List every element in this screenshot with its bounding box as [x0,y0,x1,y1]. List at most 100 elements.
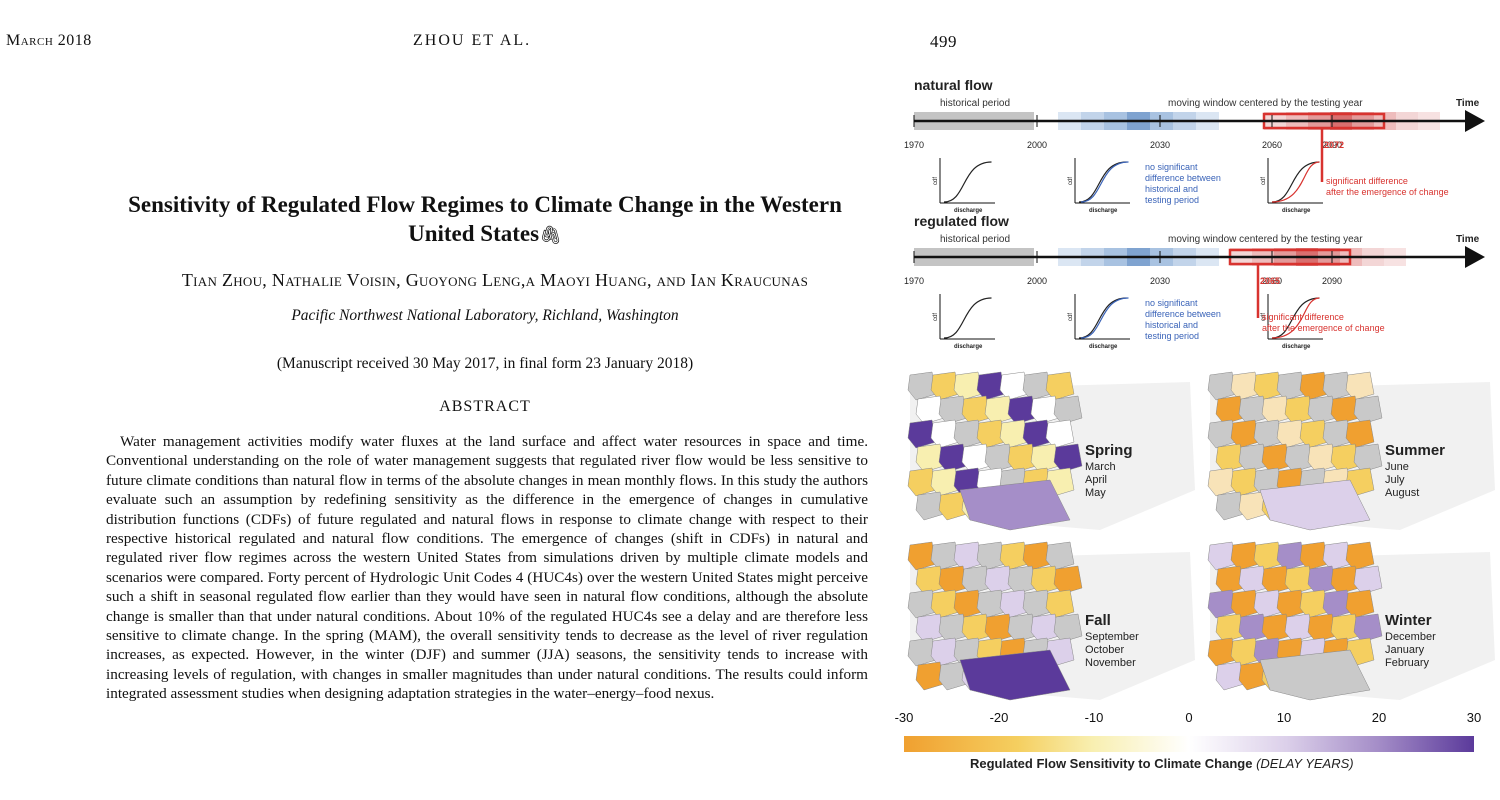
huc4-basin [1207,637,1237,667]
huc4-basin [930,419,960,449]
huc4-basin [1230,419,1260,449]
affiliation: Pacific Northwest National Laboratory, R… [291,307,679,324]
huc4-basin [999,419,1029,449]
huc4-basin [1238,565,1268,595]
colorbar-tick-label: 0 [1185,710,1193,725]
huc4-basin [915,395,945,425]
huc4-basin [938,613,968,643]
huc4-basin [930,467,960,497]
huc4-basin [1053,395,1083,425]
huc4-basin [1261,613,1291,643]
cdf-axis-label: cdf [1068,313,1074,321]
basin-map [907,371,1195,531]
huc4-basin [1253,419,1283,449]
open-access-icon: 🖇 [539,225,562,245]
abstract-text: Water management activities modify water… [106,433,868,703]
significance-note: significant difference [1326,176,1408,186]
huc4-basin [1207,589,1237,619]
cdf-curve-testing [1271,161,1320,203]
month-label: September [1085,631,1139,643]
cdf-curve-testing [1080,161,1129,203]
huc4-basin [1215,613,1245,643]
huc4-basin [1238,491,1268,521]
huc4-basin [959,479,1071,531]
significance-note: after the emergence of change [1326,187,1449,197]
no-significance-note: historical and [1145,184,1198,194]
huc4-basin [976,371,1006,401]
season-map-winter: Winter December January February [1200,540,1500,705]
huc4-basin [1022,371,1052,401]
historical-label: historical period [940,98,1010,109]
colorbar-tick-label: -10 [1084,710,1104,725]
huc4-basin [1053,443,1083,473]
huc4-basin [1238,661,1268,691]
no-significance-note: no significant [1145,162,1198,172]
huc4-basin [1322,589,1352,619]
huc4-basin [1299,541,1329,571]
cdf-axis-label: cdf [1068,177,1074,185]
huc4-basin [1353,565,1383,595]
huc4-basin [1045,541,1075,571]
month-label: October [1085,644,1125,656]
huc4-basin [1307,395,1337,425]
cdf-curve [943,161,992,203]
huc4-basin [1345,541,1375,571]
huc4-basin [907,419,937,449]
huc4-basin [1207,419,1237,449]
huc4-basin [1207,467,1237,497]
year-label: 2090 [1322,276,1342,286]
cdf-curve [943,297,992,339]
huc4-basin [1299,589,1329,619]
year-label: 2000 [1027,276,1047,286]
discharge-label: discharge [1282,344,1311,350]
huc4-basin [1030,443,1060,473]
page-number: 499 [930,32,957,51]
cdf-curve [1078,161,1127,203]
huc4-basin [1276,589,1306,619]
huc4-basin [1299,419,1329,449]
timeline-natural-flow: natural flow historical period moving wind… [904,77,1485,214]
huc4-basin [999,371,1029,401]
huc4-basin [938,565,968,595]
huc4-basin [1238,395,1268,425]
huc4-basin [1353,443,1383,473]
no-significance-note: historical and [1145,320,1198,330]
huc4-basin [984,613,1014,643]
time-label: Time [1456,98,1480,109]
huc4-basin [1045,419,1075,449]
huc4-basin [1284,443,1314,473]
huc4-basin [930,371,960,401]
colorbar-tick-label: 30 [1466,710,1482,725]
huc4-basin [1276,419,1306,449]
huc4-basin [953,419,983,449]
huc4-basin [1299,371,1329,401]
huc4-basin [953,371,983,401]
season-label: Spring [1085,442,1133,459]
huc4-basin [984,443,1014,473]
timeline-schematic: natural flow historical period moving wind… [904,77,1485,350]
timeline-title: regulated flow [914,213,1009,229]
time-arrow [1465,110,1485,132]
huc4-basin [938,395,968,425]
huc4-basin [1284,565,1314,595]
huc4-basin [907,541,937,571]
year-label: 2060 [1262,276,1282,286]
huc4-basin [1215,395,1245,425]
season-months: September October November [1085,631,1139,670]
cdf-curve-testing [1080,297,1129,339]
no-significance-note: testing period [1145,195,1199,205]
month-label: November [1085,657,1136,669]
huc4-basin [1030,565,1060,595]
season-maps: Spring March April May Summer June July August F… [900,370,1500,710]
huc4-basin [1253,541,1283,571]
year-label: 2060 [1262,140,1282,150]
huc4-basin [1230,467,1260,497]
huc4-basin [938,661,968,691]
huc4-basin [1238,443,1268,473]
huc4-basin [1276,541,1306,571]
emergence-year: 2072 [1324,140,1344,150]
huc4-basin [1007,565,1037,595]
huc4-basin [1207,371,1237,401]
basin-map [1207,541,1495,701]
running-header-left: March 2018 [6,32,92,49]
